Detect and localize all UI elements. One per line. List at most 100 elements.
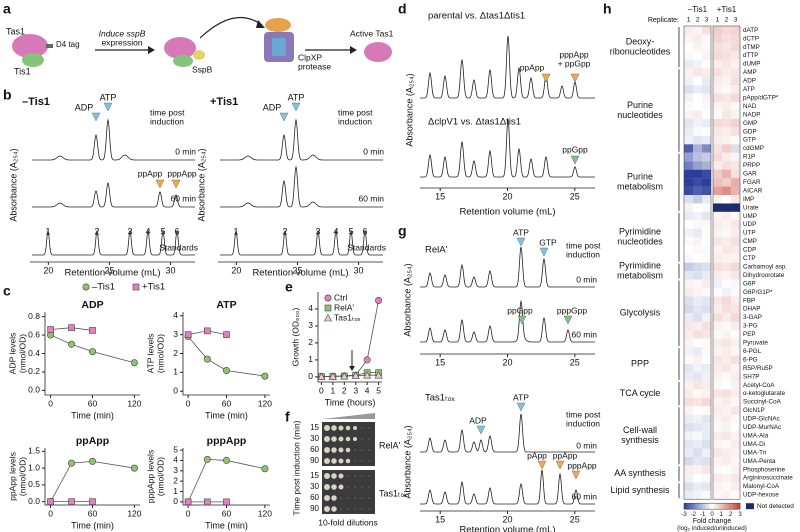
- heatmap-cell: [702, 110, 711, 119]
- heatmap-cell: [713, 220, 722, 229]
- heatmap-cell: [702, 262, 711, 272]
- x-tick-label: 25: [104, 265, 114, 275]
- y-tick-label: 4: [173, 310, 178, 320]
- heatmap-cell: [702, 203, 711, 212]
- row-group-label: Cell-wall: [623, 425, 657, 435]
- colorbar-tick-label: -1: [700, 512, 706, 518]
- colorbar-step: [693, 503, 696, 510]
- row-label: R5P/Ru5P: [743, 365, 773, 372]
- heatmap-cell: [693, 490, 702, 500]
- colony-spot: [361, 449, 363, 451]
- heatmap-cell: [731, 465, 740, 474]
- heatmap-cell: [722, 456, 731, 466]
- peak-label: GTP: [539, 237, 557, 247]
- heatmap-cell: [731, 296, 740, 305]
- colorbar-step: [728, 503, 731, 510]
- row-label: Argininosuccinate: [743, 475, 793, 482]
- heatmap-cell: [731, 262, 740, 272]
- peak-label: + ppGpp: [558, 58, 591, 68]
- heatmap-cell: [684, 296, 693, 305]
- row-group-label: AA synthesis: [614, 468, 666, 478]
- data-point: [130, 464, 138, 472]
- heatmap-cell: [693, 271, 702, 280]
- column-label: 3: [734, 17, 738, 24]
- heatmap-cell: [722, 313, 731, 322]
- colony-spot: [345, 425, 351, 431]
- row-label: Pyruvate: [743, 340, 768, 347]
- data-point: [261, 372, 269, 380]
- x-axis-label: 10-fold dilutions: [318, 517, 378, 527]
- panel-subtitle: ΔclpV1 vs. Δtas1Δtis1: [428, 117, 521, 128]
- heatmap-cell: [722, 228, 731, 238]
- heatmap-cell: [731, 51, 740, 60]
- heatmap-cell: [731, 220, 740, 229]
- heatmap-cell: [693, 76, 702, 86]
- y-tick-label: 0.2: [28, 366, 40, 376]
- peak-label: ppGpp: [562, 144, 588, 154]
- heatmap-cell: [722, 237, 731, 246]
- colony-spot: [324, 436, 330, 442]
- heatmap-cell: [693, 228, 702, 238]
- y-axis-label: Absorbance (A₂₅₄): [402, 263, 412, 336]
- row-label: Carbamoyl asp.: [743, 263, 787, 270]
- heatmap-cell: [713, 169, 722, 179]
- row-label: UDP-GlcNAc: [743, 416, 780, 423]
- x-tick-label: 4: [365, 385, 370, 395]
- heatmap-cell: [722, 380, 731, 390]
- heatmap-cell: [693, 397, 702, 407]
- colony-spot: [338, 436, 344, 442]
- heatmap-cell: [722, 271, 731, 280]
- colony-spot: [324, 473, 330, 479]
- heatmap-frame: [712, 25, 741, 500]
- heatmap-cell: [722, 279, 731, 288]
- colony-spot: [345, 436, 351, 442]
- row-label: ADP: [743, 78, 756, 85]
- heatmap-cell: [693, 431, 702, 441]
- peak-marker: [516, 402, 526, 412]
- legend-label: Tas1ₜₒₓ: [334, 312, 361, 322]
- heatmap-cell: [693, 93, 702, 103]
- x-tick-label: 0: [186, 508, 191, 518]
- heatmap-cell: [722, 321, 731, 331]
- y-tick-label: 2: [308, 337, 313, 347]
- heatmap-cell: [731, 152, 740, 162]
- heatmap-cell: [702, 287, 711, 297]
- row-label: ATP: [743, 86, 755, 93]
- row-label: Phosphoserine: [743, 466, 786, 473]
- x-tick-label: 60: [88, 398, 98, 408]
- peak-label: ppApp: [520, 62, 545, 72]
- heatmap-cell: [702, 321, 711, 331]
- heatmap-cell: [731, 389, 740, 398]
- peak-label: 4: [333, 226, 338, 236]
- heatmap-cell: [731, 85, 740, 94]
- heatmap-cell: [722, 465, 731, 474]
- row-label: UMA-Penta: [743, 458, 776, 465]
- heatmap-cell: [684, 271, 693, 280]
- heatmap-cell: [731, 245, 740, 255]
- colony-spot: [368, 508, 370, 510]
- colony-spot: [345, 447, 351, 453]
- heatmap-cell: [731, 448, 740, 457]
- heatmap-cell: [731, 287, 740, 297]
- row-group-label: ribonucleotides: [610, 47, 671, 57]
- heatmap-cell: [713, 423, 722, 432]
- colorbar-step: [713, 503, 716, 510]
- legend-marker: [324, 294, 332, 302]
- plate: [322, 470, 375, 514]
- x-tick-label: 20: [43, 265, 53, 275]
- heatmap-cell: [731, 372, 740, 381]
- y-axis-label: Absorbance (A₂₅₄): [196, 148, 206, 221]
- panel-a-illustration: [12, 16, 392, 67]
- heatmap-cell: [731, 178, 740, 187]
- peak-marker: [570, 155, 580, 165]
- colony-spot: [324, 447, 330, 453]
- peak-label: 5: [348, 226, 353, 236]
- row-group-label: Deoxy-: [626, 37, 655, 47]
- data-point: [351, 371, 360, 379]
- heatmap-cell: [684, 118, 693, 128]
- arrowhead: [256, 20, 265, 28]
- heatmap-cell: [684, 26, 693, 35]
- heatmap-cell: [684, 347, 693, 356]
- heatmap-cell: [713, 118, 722, 128]
- colony-spot: [331, 495, 337, 501]
